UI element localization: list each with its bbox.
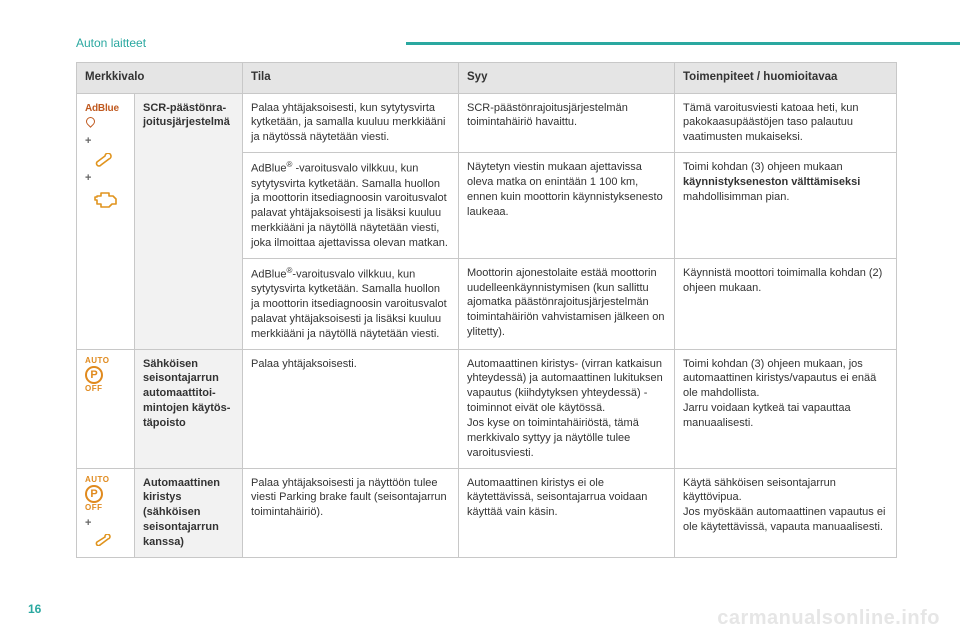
table-row: AUTO P OFF Sähköisen seisontajarrun auto… — [77, 349, 897, 468]
cell-toim: Toimi kohdan (3) ohjeen mukaan, jos auto… — [675, 349, 897, 468]
wrench-icon — [95, 534, 117, 546]
scr-icon-cell: AdBlue + + — [77, 93, 135, 349]
cell-syy: Näytetyn viestin mukaan ajettavissa olev… — [459, 153, 675, 259]
watermark: carmanualsonline.info — [717, 607, 940, 630]
table-row: AdBlue + + SCR-päästönra-joitusjärjestel… — [77, 93, 897, 153]
table-row: AUTO P OFF + Automaattinen kiristys (säh… — [77, 468, 897, 557]
epb-apply-name: Automaattinen kiristys (sähköisen seison… — [135, 468, 243, 557]
cell-toim: Käytä sähköisen seisontajarrun käyttövip… — [675, 468, 897, 557]
epb-auto-icon-cell: AUTO P OFF — [77, 349, 135, 468]
auto-p-off-icon: AUTO P OFF — [85, 476, 126, 512]
cell-tila: Palaa yhtäjaksoisesti ja näyttöön tulee … — [243, 468, 459, 557]
section-title: Auton laitteet — [76, 36, 146, 50]
cell-syy: SCR-päästönrajoitusjärjestelmän toiminta… — [459, 93, 675, 153]
engine-icon — [93, 190, 119, 208]
adblue-icon: AdBlue — [85, 101, 126, 131]
scr-name: SCR-päästönra-joitusjärjestelmä — [135, 93, 243, 349]
cell-toim: Tämä varoitusviesti katoaa heti, kun pak… — [675, 93, 897, 153]
epb-auto-name: Sähköisen seisontajarrun automaattitoi-m… — [135, 349, 243, 468]
cell-toim: Toimi kohdan (3) ohjeen mukaan käynnisty… — [675, 153, 897, 259]
drop-icon — [84, 115, 97, 128]
page-number: 16 — [28, 602, 41, 616]
table-header-row: Merkkivalo Tila Syy Toimenpiteet / huomi… — [77, 63, 897, 94]
cell-tila: Palaa yhtäjaksoisesti. — [243, 349, 459, 468]
cell-syy: Automaattinen kiristys ei ole käytettävi… — [459, 468, 675, 557]
cell-tila: AdBlue® -varoitusvalo vilkkuu, kun sytyt… — [243, 153, 459, 259]
header-rule — [406, 42, 960, 45]
cell-tila: AdBlue®-varoitusvalo vilkkuu, kun sytyty… — [243, 258, 459, 349]
col-syy: Syy — [459, 63, 675, 94]
plus-icon: + — [85, 171, 126, 186]
col-merkkivalo: Merkkivalo — [77, 63, 243, 94]
warning-lights-table: Merkkivalo Tila Syy Toimenpiteet / huomi… — [76, 62, 897, 558]
cell-syy: Automaattinen kiristys- (virran katkaisu… — [459, 349, 675, 468]
cell-tila: Palaa yhtäjaksoisesti, kun sytytysvirta … — [243, 93, 459, 153]
cell-toim: Käynnistä moottori toimimalla kohdan (2)… — [675, 258, 897, 349]
plus-icon: + — [85, 134, 126, 149]
wrench-icon — [95, 153, 117, 167]
plus-icon: + — [85, 516, 126, 531]
auto-p-off-icon: AUTO P OFF — [85, 357, 126, 393]
col-tila: Tila — [243, 63, 459, 94]
col-toimenpiteet: Toimenpiteet / huomioitavaa — [675, 63, 897, 94]
epb-apply-icon-cell: AUTO P OFF + — [77, 468, 135, 557]
cell-syy: Moottorin ajonestolaite estää moottorin … — [459, 258, 675, 349]
page-header: Auton laitteet — [76, 36, 960, 50]
